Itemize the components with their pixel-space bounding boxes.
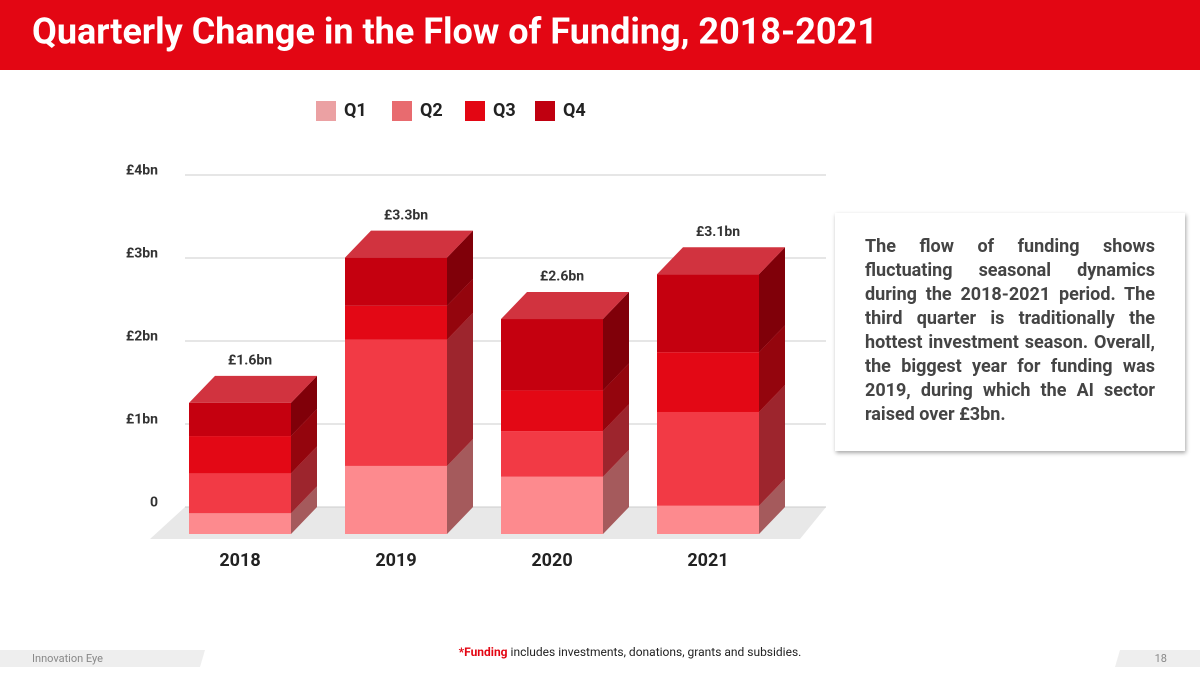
legend-label: Q4 (563, 100, 586, 121)
x-tick-label: 2018 (219, 550, 260, 571)
bar-side-shade (603, 363, 629, 432)
bar-segment (189, 473, 291, 514)
footnote-text: includes investments, donations, grants … (510, 645, 802, 659)
y-tick-label: £1bn (126, 412, 158, 428)
bar-side-shade (291, 486, 317, 534)
bar-side (759, 384, 785, 506)
bar-segment (345, 465, 447, 534)
bar-segment (501, 476, 603, 534)
bar-side-shade (603, 449, 629, 534)
x-tick-label: 2019 (375, 550, 416, 571)
bar-top (189, 375, 317, 403)
y-tick-label: £4bn (126, 163, 158, 179)
footnote: *Funding includes investments, donations… (0, 645, 1200, 659)
bar-segment (501, 431, 603, 477)
footer-strip (1115, 650, 1200, 667)
total-label: £3.1bn (696, 224, 740, 240)
page-number: 18 (1155, 652, 1167, 665)
footer-brand: Innovation Eye (32, 652, 103, 665)
bar-segment (501, 319, 603, 391)
x-tick-label: 2021 (687, 550, 728, 571)
bar-segment (189, 513, 291, 534)
footer-strip (0, 650, 205, 667)
total-label: £3.3bn (384, 207, 428, 223)
y-tick-label: £3bn (126, 246, 158, 262)
bar-side (447, 438, 473, 534)
note-box: The flow of funding shows fluctuating se… (835, 213, 1185, 451)
bar-side-shade (603, 404, 629, 477)
title-bar (0, 0, 1200, 70)
bar-segment (657, 352, 759, 412)
bar-side-shade (291, 375, 317, 437)
bar-side-shade (447, 230, 473, 306)
y-tick-label: 0 (150, 495, 158, 511)
bar-segment (501, 390, 603, 432)
bar-side-shade (447, 438, 473, 534)
x-tick-label: 2020 (531, 550, 572, 571)
total-label: £1.6bn (228, 353, 272, 369)
bar-side (291, 409, 317, 474)
bar-top (501, 292, 629, 320)
bar-segment (657, 505, 759, 534)
bar-side (603, 449, 629, 534)
legend-label: Q1 (344, 100, 367, 121)
bar-segment (345, 305, 447, 340)
bar-segment (657, 411, 759, 506)
bar-segment (345, 257, 447, 306)
bar-segment (189, 402, 291, 437)
bar-side-shade (447, 278, 473, 340)
bar-top (345, 230, 473, 258)
bar-segment (345, 339, 447, 466)
bar-side (447, 312, 473, 466)
bar-side-shade (603, 292, 629, 391)
bar-side-shade (759, 384, 785, 506)
bar-side (603, 404, 629, 477)
footnote-term: *Funding (458, 645, 508, 659)
title: Quarterly Change in the Flow of Funding,… (32, 11, 878, 53)
bar-segment (657, 274, 759, 353)
bar-side (291, 486, 317, 534)
legend-label: Q2 (420, 100, 443, 121)
legend-label: Q3 (493, 100, 516, 121)
legend-swatch (316, 101, 336, 121)
bar-side-shade (291, 409, 317, 474)
bar-side-shade (759, 478, 785, 534)
bar-side (291, 446, 317, 514)
legend-swatch (465, 101, 485, 121)
bar-side-shade (759, 325, 785, 412)
bar-segment (189, 436, 291, 474)
bar-top (657, 247, 785, 275)
bar-side (447, 278, 473, 340)
bar-side (759, 478, 785, 534)
bar-side (603, 363, 629, 432)
bar-side (759, 325, 785, 412)
bar-side-shade (447, 312, 473, 466)
legend-swatch (535, 101, 555, 121)
y-tick-label: £2bn (126, 329, 158, 345)
legend-swatch (392, 101, 412, 121)
bar-side (603, 292, 629, 391)
bar-side (759, 247, 785, 353)
bar-side-shade (759, 247, 785, 353)
total-label: £2.6bn (540, 269, 584, 285)
bar-side-shade (291, 446, 317, 514)
bar-side (447, 230, 473, 306)
bar-side (291, 375, 317, 437)
